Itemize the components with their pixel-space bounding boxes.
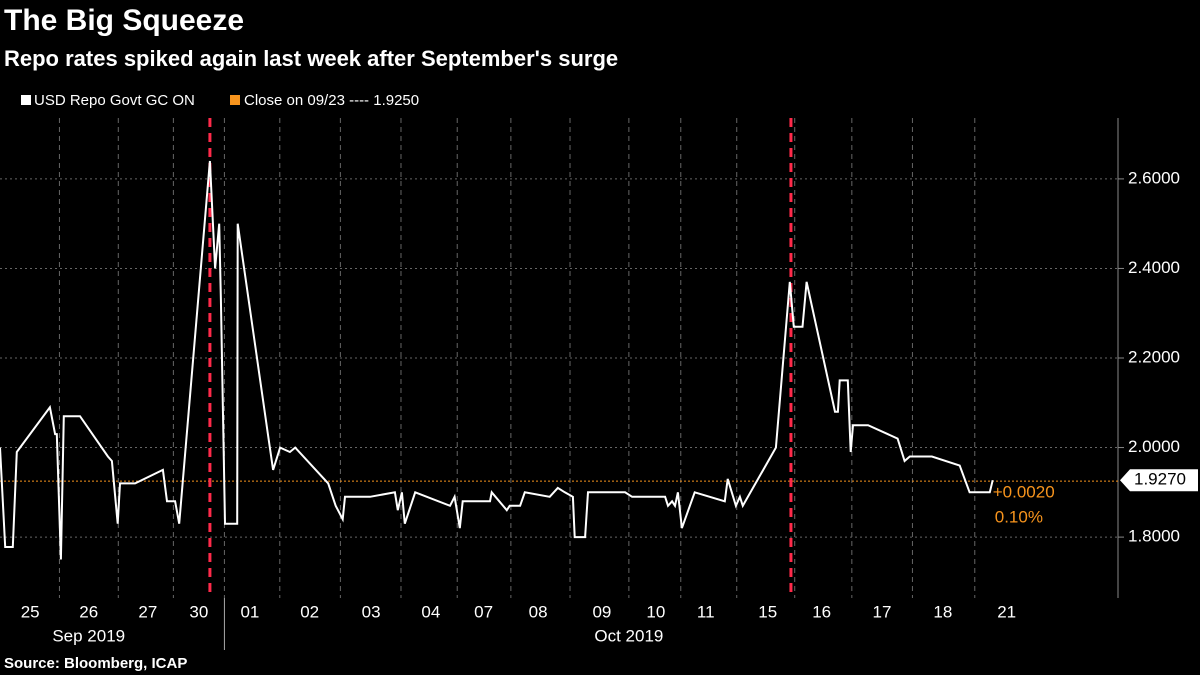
chart-title: The Big Squeeze [4,4,244,37]
x-tick-label: 26 [79,602,98,621]
x-tick-label: 11 [697,602,715,621]
y-tick-label: 2.2000 [1128,347,1180,366]
x-tick-label: 10 [646,602,665,621]
source: Source: Bloomberg, ICAP [4,655,187,672]
y-tick-label: 1.8000 [1128,527,1180,546]
last-value-label: 1.9270 [1134,470,1186,489]
chart-subtitle: Repo rates spiked again last week after … [4,46,618,71]
x-tick-label: 15 [758,602,777,621]
x-tick-label: 16 [812,602,831,621]
x-tick-label: 18 [933,602,952,621]
x-tick-label: 09 [592,602,611,621]
series-line [0,160,994,560]
y-tick-label: 2.6000 [1128,168,1180,187]
legend-swatch [21,95,31,105]
y-tick-label: 2.4000 [1128,258,1180,277]
x-tick-label: 27 [138,602,157,621]
x-tick-label: 07 [474,602,493,621]
month-label: Oct 2019 [594,626,663,645]
x-tick-label: 25 [21,602,40,621]
month-label: Sep 2019 [52,626,125,645]
change-pct-label: 0.10% [995,508,1043,527]
x-tick-label: 21 [997,602,1016,621]
legend-label: Close on 09/23 ---- 1.9250 [244,92,419,109]
change-label: +0.0020 [993,483,1055,502]
y-tick-label: 2.0000 [1128,437,1180,456]
x-tick-label: 17 [873,602,892,621]
x-tick-label: 30 [189,602,208,621]
x-tick-label: 03 [362,602,381,621]
legend-swatch [230,95,240,105]
legend-label: USD Repo Govt GC ON [34,92,195,109]
x-tick-label: 04 [421,602,440,621]
x-tick-label: 02 [300,602,319,621]
last-value-box [1120,469,1198,492]
x-tick-label: 08 [529,602,548,621]
x-tick-label: 01 [240,602,259,621]
